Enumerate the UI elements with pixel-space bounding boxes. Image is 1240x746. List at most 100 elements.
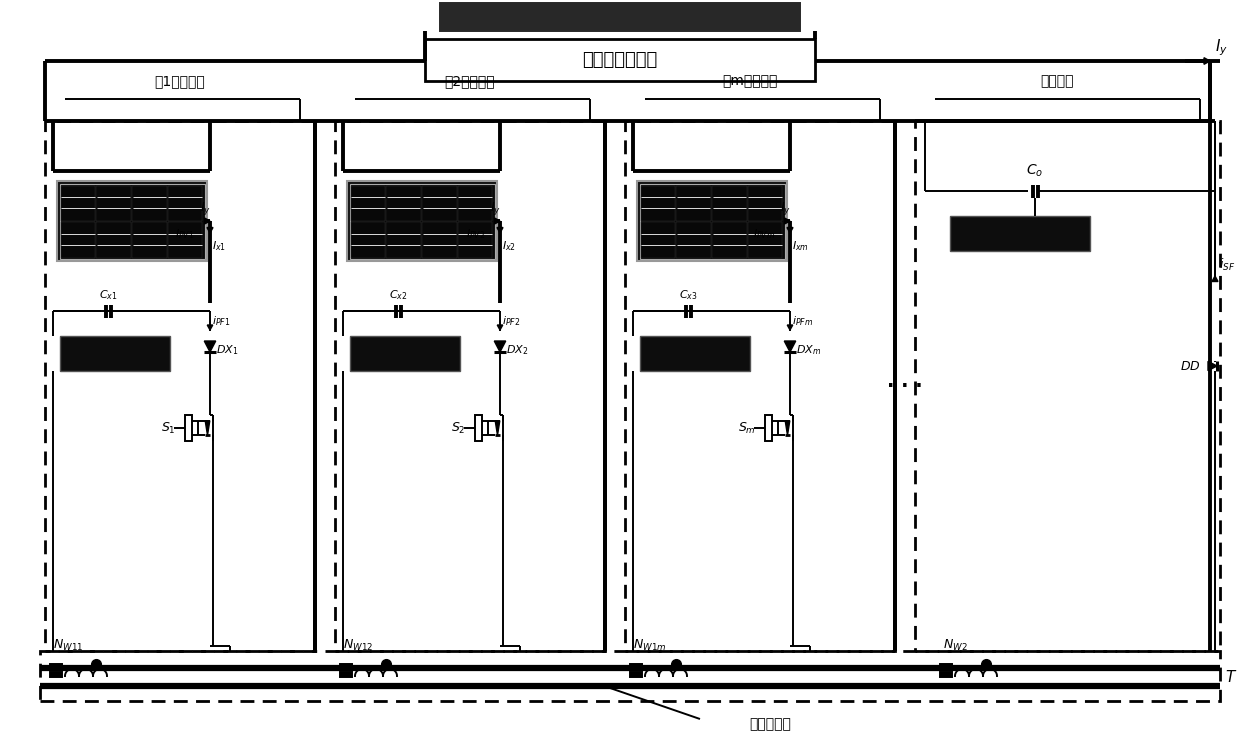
Bar (422, 186, 456, 221)
Bar (676, 186, 711, 221)
Bar (347, 181, 497, 261)
Text: $I_y$: $I_y$ (200, 200, 211, 217)
Polygon shape (1204, 57, 1210, 64)
Text: $N_{W2}$: $N_{W2}$ (942, 638, 967, 653)
Text: $T$: $T$ (1225, 669, 1238, 685)
Text: $N_{W1m}$: $N_{W1m}$ (632, 638, 666, 653)
Bar (712, 186, 746, 221)
Polygon shape (205, 341, 216, 352)
Text: $DD$: $DD$ (1180, 360, 1200, 372)
Text: $i_{PF2}$: $i_{PF2}$ (502, 314, 521, 327)
Text: $I_{PVm}$: $I_{PVm}$ (753, 227, 775, 241)
Text: $I_y$: $I_y$ (780, 200, 790, 217)
Bar (712, 222, 746, 257)
Bar (425, 39, 815, 81)
Polygon shape (205, 218, 210, 224)
Text: $S_1$: $S_1$ (161, 421, 176, 436)
Text: $C_{x3}$: $C_{x3}$ (678, 288, 697, 302)
Bar (458, 222, 492, 257)
Text: $I_y$: $I_y$ (1215, 37, 1228, 58)
Bar (640, 336, 750, 371)
Bar (60, 336, 170, 371)
Bar (641, 186, 675, 221)
Polygon shape (787, 325, 792, 330)
Bar (335, 121, 605, 651)
Bar (915, 121, 1220, 651)
Polygon shape (497, 228, 503, 233)
Polygon shape (784, 341, 796, 352)
Text: $DX_m$: $DX_m$ (796, 343, 821, 357)
Text: 第1输入电路: 第1输入电路 (155, 74, 206, 88)
Bar (167, 222, 202, 257)
Polygon shape (785, 218, 790, 224)
Text: $i_{PF1}$: $i_{PF1}$ (212, 314, 231, 327)
Bar (185, 415, 192, 441)
Text: $DX_2$: $DX_2$ (506, 343, 528, 357)
Text: 第m输入电路: 第m输入电路 (723, 74, 777, 88)
Bar (458, 186, 492, 221)
Text: $N_{W11}$: $N_{W11}$ (53, 638, 83, 653)
Polygon shape (495, 421, 500, 435)
Polygon shape (1211, 276, 1218, 281)
Bar (422, 222, 456, 257)
Polygon shape (497, 325, 502, 330)
Text: $I_{xm}$: $I_{xm}$ (792, 239, 810, 253)
Bar (630, 664, 642, 669)
Text: $I_y$: $I_y$ (490, 200, 501, 217)
Polygon shape (207, 228, 213, 233)
Text: $S_2$: $S_2$ (451, 421, 466, 436)
Bar (97, 222, 130, 257)
Text: 高频变压器: 高频变压器 (749, 717, 791, 731)
Text: $N_{W12}$: $N_{W12}$ (343, 638, 373, 653)
Text: $C_{x1}$: $C_{x1}$ (99, 288, 118, 302)
Bar (60, 184, 205, 259)
Bar (57, 181, 207, 261)
Bar (475, 415, 482, 441)
Bar (97, 186, 130, 221)
Bar (386, 186, 420, 221)
Bar (765, 415, 773, 441)
Polygon shape (1208, 361, 1216, 371)
Bar (61, 186, 95, 221)
Text: 第2输入电路: 第2输入电路 (445, 74, 495, 88)
Polygon shape (787, 228, 794, 233)
Text: $I_{x2}$: $I_{x2}$ (502, 239, 517, 253)
Text: $C_o$: $C_o$ (1027, 163, 1044, 179)
Bar (625, 121, 895, 651)
Polygon shape (207, 325, 213, 330)
Bar (340, 664, 352, 669)
Bar (340, 671, 352, 677)
Bar (50, 664, 62, 669)
Text: $C_{x2}$: $C_{x2}$ (389, 288, 407, 302)
Text: $DX_1$: $DX_1$ (216, 343, 238, 357)
Text: $i_{SF}$: $i_{SF}$ (1219, 257, 1235, 273)
Text: $S_m$: $S_m$ (738, 421, 756, 436)
Bar (350, 336, 460, 371)
Bar (676, 222, 711, 257)
Bar (940, 671, 952, 677)
Bar (630, 671, 642, 677)
Bar (167, 186, 202, 221)
Bar (748, 186, 782, 221)
Bar (386, 222, 420, 257)
Bar (50, 671, 62, 677)
Bar (640, 184, 785, 259)
Bar (40, 651, 1220, 701)
Bar (61, 222, 95, 257)
Text: 输出电路: 输出电路 (1040, 74, 1074, 88)
Bar (351, 222, 386, 257)
Bar (45, 121, 315, 651)
Text: · · ·: · · · (887, 377, 923, 395)
Text: $I_{PV1}$: $I_{PV1}$ (176, 227, 195, 241)
Bar (131, 186, 166, 221)
Polygon shape (495, 341, 506, 352)
Polygon shape (495, 218, 500, 224)
Bar (131, 222, 166, 257)
Text: $i_{PFm}$: $i_{PFm}$ (792, 314, 813, 327)
Polygon shape (785, 421, 790, 435)
Text: 后级并网逆变器: 后级并网逆变器 (583, 51, 657, 69)
Bar (637, 181, 787, 261)
Bar (748, 222, 782, 257)
Bar (350, 184, 495, 259)
Polygon shape (205, 421, 210, 435)
